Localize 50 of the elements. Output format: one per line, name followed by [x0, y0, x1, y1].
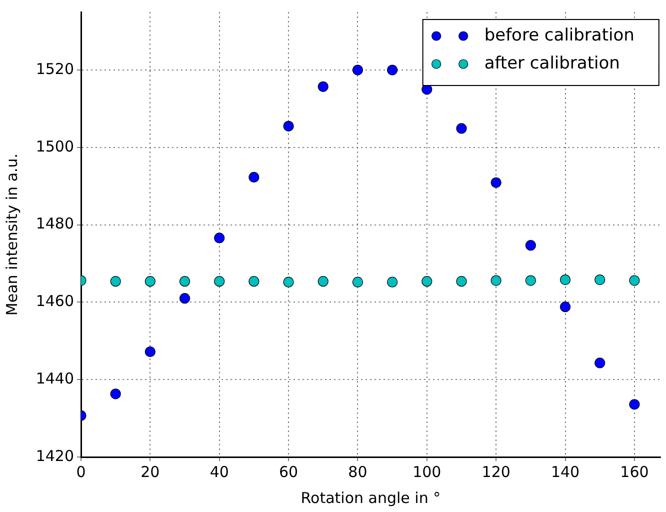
point: [560, 302, 571, 312]
y-axis-title: Mean intensity in a.u.: [2, 153, 21, 316]
x-tick-label: 0: [76, 462, 86, 481]
legend-label: before calibration: [484, 25, 634, 46]
x-tick-label: 140: [550, 462, 580, 481]
point: [629, 275, 640, 286]
legend-label: after calibration: [484, 53, 620, 74]
point: [490, 275, 502, 286]
point: [525, 240, 536, 251]
point: [283, 120, 294, 132]
point: [594, 358, 606, 368]
point: [490, 177, 502, 188]
y-tick-label: 1420: [36, 446, 74, 465]
point: [560, 274, 571, 286]
x-tick-label: 160: [620, 462, 649, 481]
x-tick-label: 80: [348, 462, 368, 481]
point: [387, 276, 398, 288]
point: [456, 276, 467, 287]
y-tick-label: 1480: [36, 214, 74, 233]
point: [179, 276, 190, 287]
point: [214, 276, 225, 287]
y-tick-label: 1440: [36, 370, 74, 388]
y-tick-label: 1520: [36, 60, 74, 78]
point: [110, 276, 121, 287]
point: [525, 275, 536, 286]
x-tick-label: 60: [279, 462, 298, 481]
point: [318, 276, 328, 287]
point: [352, 276, 364, 288]
point: [422, 276, 432, 287]
point: [629, 399, 640, 410]
y-tick-label: 1460: [36, 292, 74, 310]
point: [352, 64, 364, 76]
point: [144, 346, 156, 358]
x-tick-label: 20: [140, 462, 160, 481]
point: [283, 276, 294, 288]
x-tick-label: 40: [210, 462, 229, 481]
x-axis-title: Rotation angle in °: [300, 488, 441, 507]
y-tick-label: 1500: [36, 137, 74, 156]
point: [318, 81, 328, 92]
point: [456, 123, 467, 134]
point: [248, 276, 260, 287]
point: [248, 172, 260, 183]
point: [594, 274, 606, 286]
point: [214, 232, 225, 244]
point: [387, 64, 398, 76]
x-tick-label: 100: [412, 462, 442, 481]
x-tick-label: 120: [482, 462, 510, 481]
point: [110, 388, 121, 400]
point: [179, 293, 190, 304]
point: [144, 276, 156, 287]
